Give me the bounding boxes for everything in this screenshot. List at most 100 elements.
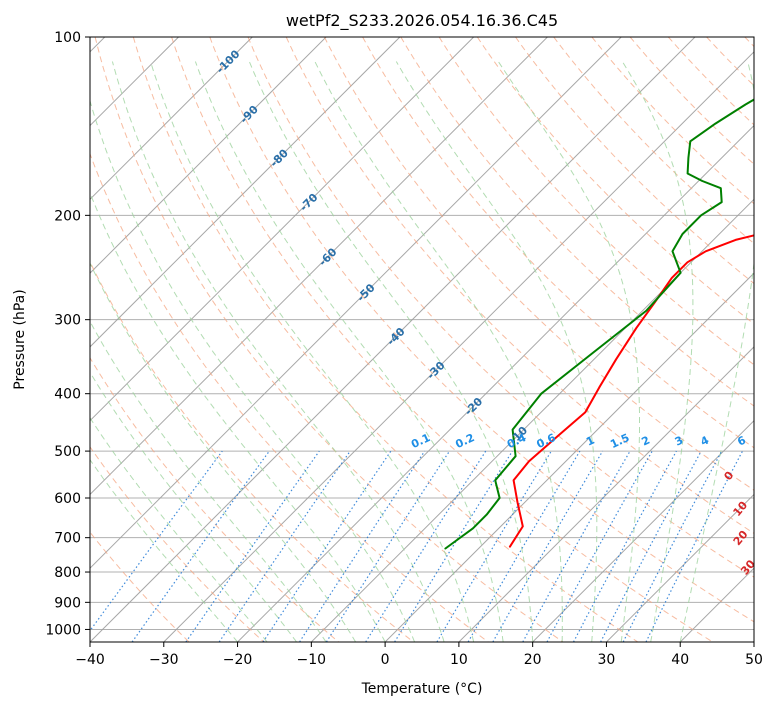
moist-adiabat-line	[90, 458, 238, 642]
y-tick-label: 500	[54, 444, 81, 460]
dry-adiabat-label: 0	[721, 469, 736, 483]
dry-adiabat-label: 30	[738, 557, 758, 577]
mixing-ratio-label: 4	[699, 433, 712, 448]
isotherm-line	[458, 346, 754, 642]
dry-adiabat-line	[591, 37, 754, 205]
mixing-ratio-line	[262, 450, 392, 642]
isotherm-line	[310, 198, 754, 642]
plot-frame	[89, 36, 755, 643]
isotherm-line	[753, 641, 754, 642]
moist-adiabat-line	[194, 61, 504, 642]
moist-adiabat-line	[90, 416, 268, 642]
dry-adiabat-line	[744, 37, 754, 48]
axis-ticks: −40 −30 −20 −10 0 10 20 30 40 5010020030040050060…	[45, 30, 763, 668]
isotherm-line	[384, 272, 754, 642]
moist-adiabat-line	[111, 61, 445, 642]
dry-adiabat-line	[94, 37, 564, 642]
dry-adiabat-line	[515, 37, 754, 285]
y-tick-label: 900	[54, 595, 81, 611]
y-tick-label: 800	[54, 565, 81, 581]
line-labels: -100-90-80-70-60-50-40-30-20-10010203040…	[214, 47, 775, 604]
moist-adiabat-line	[497, 61, 640, 642]
mixing-ratio-line	[572, 450, 677, 642]
isotherm-line	[90, 37, 622, 569]
dry-adiabat-line	[438, 37, 754, 366]
mixing-ratio-label: 1	[584, 434, 596, 449]
x-tick-label: 30	[598, 652, 616, 668]
dry-adiabat-line	[667, 37, 754, 126]
isotherm-line	[237, 124, 754, 642]
moist-adiabat-line	[150, 61, 475, 642]
dry-adiabat-line	[90, 152, 489, 642]
dry-adiabat-label: 40	[763, 584, 775, 604]
isotherm-line	[532, 419, 754, 642]
moist-adiabat-line	[679, 61, 754, 642]
dry-adiabat-line	[90, 260, 414, 642]
dry-adiabat-line	[90, 531, 190, 642]
dry-adiabat-line	[171, 37, 713, 642]
plot-background-lines	[90, 37, 754, 642]
moist-adiabat-line	[90, 371, 297, 642]
isotherm-label: -70	[297, 191, 320, 214]
mixing-ratio-line	[645, 450, 744, 642]
dry-adiabat-line	[629, 37, 754, 165]
mixing-ratio-line	[131, 450, 270, 642]
dry-adiabat-line	[209, 37, 754, 623]
isotherm-label: -100	[214, 47, 243, 76]
dry-adiabat-line	[90, 446, 265, 642]
moist-adiabat-line	[90, 262, 357, 642]
mixing-ratio-line	[522, 450, 631, 642]
isotherm-line	[90, 37, 327, 274]
mixing-ratio-line	[185, 450, 320, 642]
mixing-ratio-label: 3	[673, 434, 685, 449]
isotherm-line	[163, 51, 754, 642]
mixing-ratio-line	[467, 450, 581, 642]
x-tick-label: 40	[671, 652, 689, 668]
mixing-ratio-line	[299, 450, 426, 642]
y-tick-label: 100	[54, 30, 81, 46]
isotherm-line	[90, 37, 548, 496]
mixing-ratio-line	[218, 450, 351, 642]
x-tick-label: 10	[450, 652, 468, 668]
mixing-ratio-line	[90, 450, 223, 632]
mixing-ratio-label: 0.1	[409, 431, 432, 451]
mixing-ratio-line	[600, 450, 702, 642]
mixing-ratio-label: 0.2	[453, 431, 476, 451]
dry-adiabat-label: 20	[731, 528, 751, 548]
isotherm-line	[90, 37, 696, 642]
y-tick-label: 1000	[45, 622, 81, 638]
moist-adiabat-line	[90, 320, 327, 642]
x-tick-label: 0	[381, 652, 390, 668]
dry-adiabat-line	[90, 356, 339, 642]
dry-adiabat-line	[706, 37, 754, 87]
mixing-ratio-label: 2	[640, 434, 652, 449]
y-axis-label: Pressure (hPa)	[12, 289, 28, 389]
isotherm-line	[90, 37, 253, 201]
x-tick-label: 20	[524, 652, 542, 668]
dewpoint-profile-line	[444, 98, 754, 550]
mixing-ratio-line	[546, 450, 653, 642]
temperature-profile-line	[508, 234, 754, 548]
x-axis-label: Temperature (°C)	[361, 681, 483, 697]
dry-adiabat-line	[323, 37, 754, 491]
moist-adiabat-line	[395, 61, 598, 642]
mixing-ratio-label: 6	[735, 433, 748, 448]
x-tick-label: −10	[297, 652, 327, 668]
x-tick-label: −20	[223, 652, 253, 668]
mixing-ratio-line	[365, 450, 487, 642]
y-tick-label: 700	[54, 531, 81, 547]
dry-adiabat-line	[285, 37, 754, 534]
isotherm-line	[90, 37, 401, 348]
mixing-ratio-line	[325, 450, 450, 642]
y-tick-label: 300	[54, 313, 81, 329]
isotherm-line	[606, 493, 754, 642]
moist-adiabat-line	[90, 99, 416, 642]
moist-adiabat-line	[621, 61, 694, 642]
x-tick-label: 50	[745, 652, 763, 668]
chart-title: wetPf2_S233.2026.054.16.36.C45	[286, 11, 558, 31]
series-layer	[444, 98, 754, 550]
y-tick-label: 400	[54, 387, 81, 403]
y-tick-label: 600	[54, 491, 81, 507]
moist-adiabat-line	[90, 191, 386, 642]
dry-adiabat-line	[362, 37, 754, 449]
